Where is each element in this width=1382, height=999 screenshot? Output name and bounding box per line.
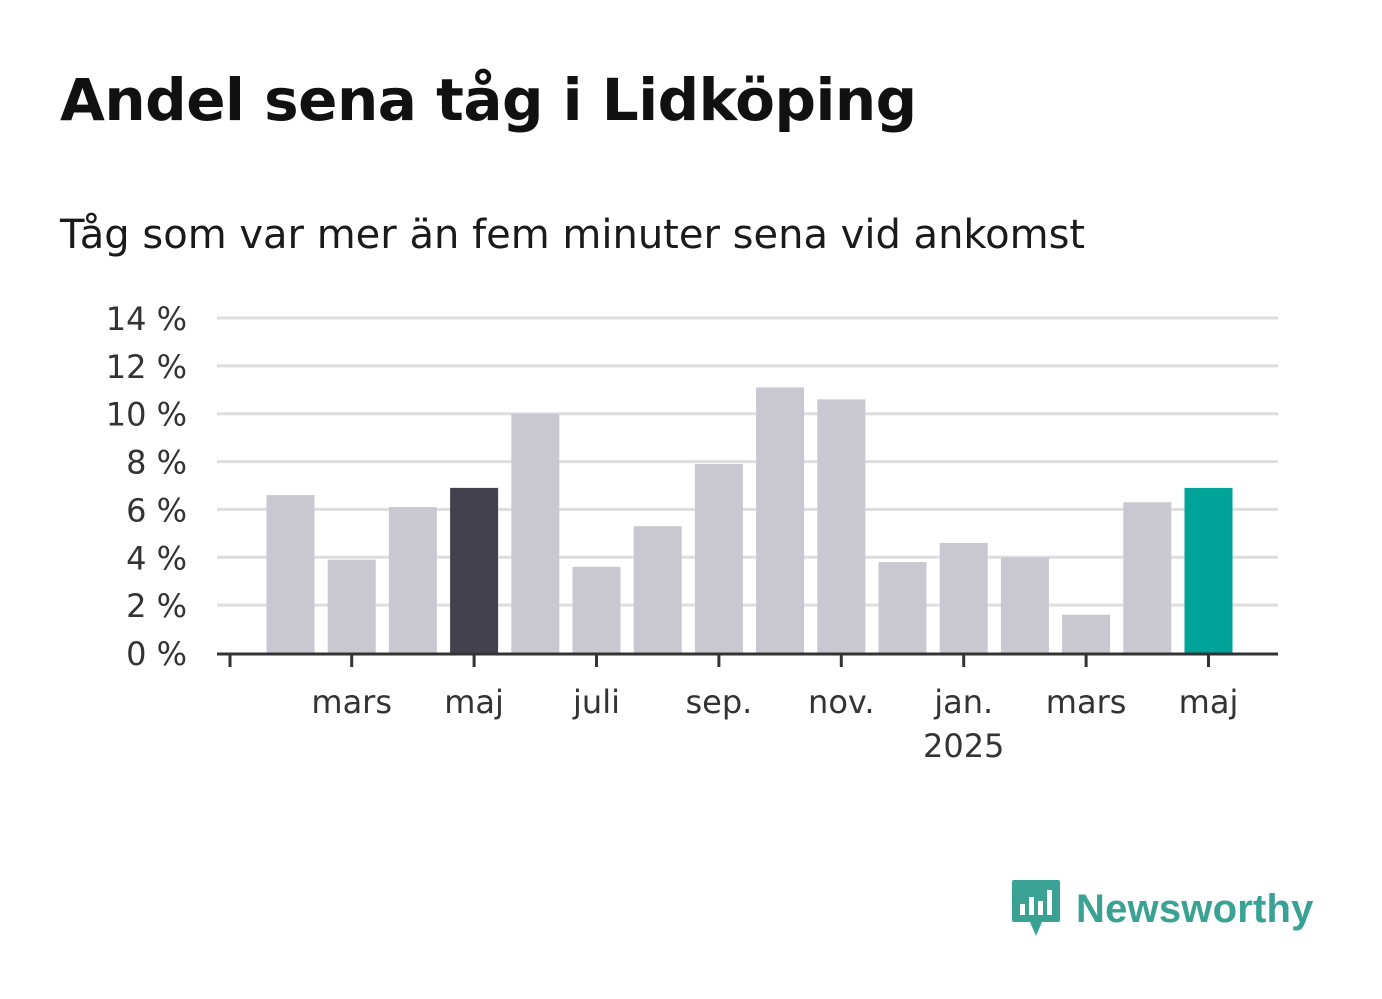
bar-2024-09 <box>694 463 743 653</box>
y-tick-label: 2 % <box>126 587 187 625</box>
y-tick-label: 0 % <box>126 635 187 673</box>
bar-2025-05 <box>1184 487 1233 653</box>
y-axis-ticks: 0 % 2 % 4 % 6 % 8 % 10 % 12 % 14 % <box>106 300 187 673</box>
x-tick-label: mars <box>311 683 392 721</box>
bar-2025-02 <box>1000 557 1049 653</box>
chart-subtitle: Tåg som var mer än fem minuter sena vid … <box>60 212 1086 258</box>
chart-title: Andel sena tåg i Lidköping <box>60 66 917 134</box>
bar-2025-01 <box>939 542 988 653</box>
brand-logo: Newsworthy <box>1010 878 1314 940</box>
bar-2025-04 <box>1123 502 1172 653</box>
x-tick-label: jan. <box>933 683 993 721</box>
bar-2024-12 <box>878 562 927 653</box>
bar-2024-10 <box>756 387 805 653</box>
bar-2024-07 <box>572 566 621 653</box>
x-tick-label: maj <box>444 683 504 721</box>
x-axis: mars maj juli sep. nov. jan. 2025 mars maj <box>217 652 1278 765</box>
bar-2024-06 <box>511 413 560 653</box>
bars <box>266 387 1233 653</box>
bar-2025-03 <box>1062 614 1111 653</box>
bar-2024-11 <box>817 399 866 653</box>
brand-name: Newsworthy <box>1076 886 1314 931</box>
x-tick-label: maj <box>1179 683 1239 721</box>
x-tick-label: sep. <box>685 683 752 721</box>
bar-2024-04 <box>388 507 437 653</box>
newsworthy-logo-icon <box>1012 880 1060 936</box>
x-tick-label: nov. <box>808 683 874 721</box>
y-tick-label: 14 % <box>106 300 187 338</box>
gridlines <box>217 316 1278 607</box>
bar-2024-08 <box>633 526 682 653</box>
y-tick-label: 8 % <box>126 444 187 482</box>
x-tick-label: juli <box>572 683 620 721</box>
bar-2024-05 <box>450 487 499 653</box>
bar-2024-02 <box>266 495 315 653</box>
bar-2024-03 <box>327 559 376 653</box>
x-tick-label: mars <box>1046 683 1127 721</box>
y-tick-label: 6 % <box>126 491 187 529</box>
y-tick-label: 4 % <box>126 539 187 577</box>
y-tick-label: 12 % <box>106 348 187 386</box>
y-tick-label: 10 % <box>106 396 187 434</box>
x-tick-sublabel: 2025 <box>923 727 1004 765</box>
